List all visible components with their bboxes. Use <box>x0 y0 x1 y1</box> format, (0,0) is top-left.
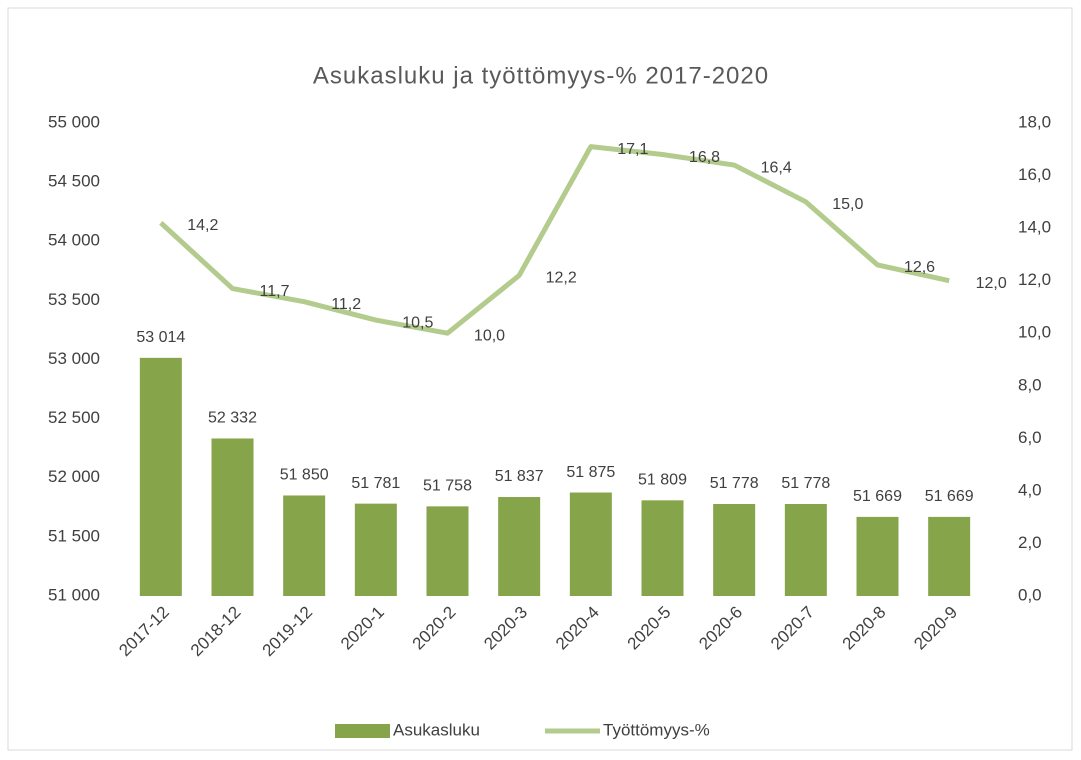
legend-label: Työttömyys-% <box>603 720 710 739</box>
bar <box>641 500 684 596</box>
data-label: 51 781 <box>351 475 400 492</box>
legend-label: Asukasluku <box>393 720 480 739</box>
chart-frame <box>7 7 1073 751</box>
bar <box>784 504 827 596</box>
data-label: 17,1 <box>617 141 648 158</box>
bar <box>856 516 899 596</box>
y-tick-label: 55 000 <box>48 112 100 131</box>
y2-tick-label: 6,0 <box>1018 428 1042 447</box>
chart-title: Asukasluku ja työttömyys-% 2017-2020 <box>313 62 769 89</box>
y-tick-label: 52 000 <box>48 467 100 486</box>
data-label: 10,5 <box>402 314 433 331</box>
data-label: 51 809 <box>638 472 687 489</box>
data-label: 16,4 <box>761 159 792 176</box>
data-label: 51 850 <box>280 467 329 484</box>
data-label: 51 837 <box>495 468 544 485</box>
y2-tick-label: 0,0 <box>1018 585 1042 604</box>
y-tick-label: 54 500 <box>48 172 100 191</box>
y2-tick-label: 8,0 <box>1018 375 1042 394</box>
data-label: 51 778 <box>781 475 830 492</box>
y2-tick-label: 4,0 <box>1018 480 1042 499</box>
data-label: 52 332 <box>208 410 257 427</box>
y2-tick-label: 10,0 <box>1018 323 1051 342</box>
y-tick-label: 53 000 <box>48 349 100 368</box>
data-label: 12,0 <box>976 275 1007 292</box>
bar <box>354 503 397 596</box>
y-tick-label: 51 000 <box>48 585 100 604</box>
y2-tick-label: 12,0 <box>1018 270 1051 289</box>
data-label: 10,0 <box>474 327 505 344</box>
y2-tick-label: 2,0 <box>1018 533 1042 552</box>
y-tick-label: 52 500 <box>48 408 100 427</box>
bar <box>211 438 254 596</box>
bar <box>139 357 182 596</box>
y2-tick-label: 16,0 <box>1018 165 1051 184</box>
data-label: 12,6 <box>904 259 935 276</box>
data-label: 51 669 <box>925 488 974 505</box>
data-label: 51 875 <box>566 464 615 481</box>
bar <box>713 504 756 596</box>
data-label: 16,8 <box>689 149 720 166</box>
y2-tick-label: 14,0 <box>1018 218 1051 237</box>
legend-swatch <box>335 724 390 738</box>
line <box>159 144 950 336</box>
data-label: 51 758 <box>423 478 472 495</box>
y-tick-label: 51 500 <box>48 526 100 545</box>
data-label: 51 778 <box>710 475 759 492</box>
y2-tick-label: 18,0 <box>1018 112 1051 131</box>
y-tick-label: 53 500 <box>48 290 100 309</box>
bar <box>426 506 469 596</box>
data-label: 53 014 <box>136 329 185 346</box>
y-tick-label: 54 000 <box>48 231 100 250</box>
bar <box>498 497 541 596</box>
data-label: 14,2 <box>187 217 218 234</box>
bar <box>928 516 971 596</box>
bar <box>283 495 326 596</box>
data-label: 11,7 <box>260 283 290 300</box>
bar <box>569 492 612 596</box>
data-label: 15,0 <box>832 196 863 213</box>
data-label: 51 669 <box>853 488 902 505</box>
data-label: 11,2 <box>331 296 361 313</box>
data-label: 12,2 <box>546 270 577 287</box>
